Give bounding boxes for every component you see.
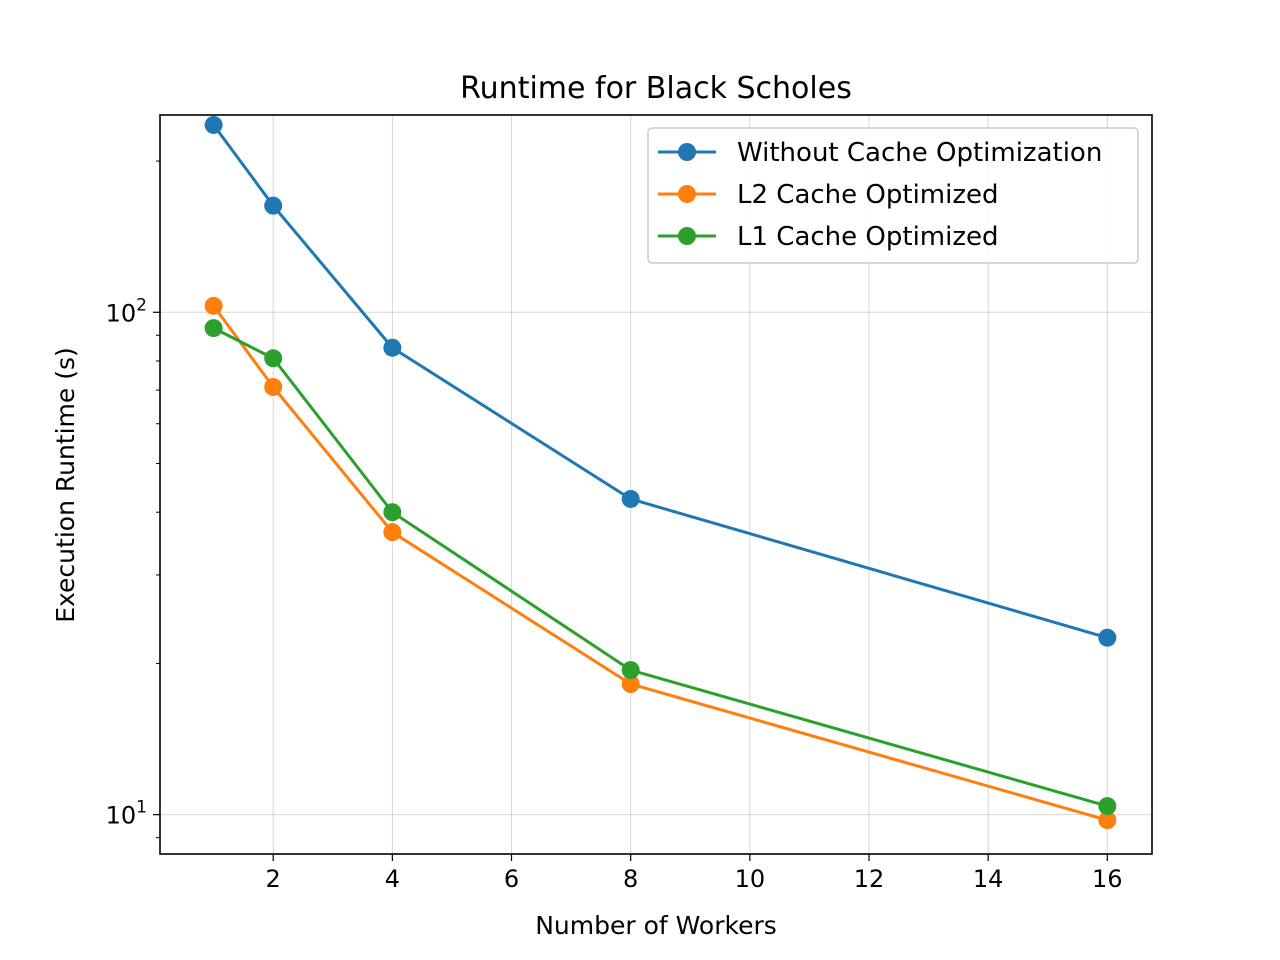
series-point-3	[264, 349, 283, 368]
legend-marker-2	[678, 185, 696, 203]
series-point-2	[1098, 811, 1117, 830]
x-tick-label: 4	[385, 865, 400, 893]
y-tick-label: 102	[106, 295, 147, 327]
plot-frame	[159, 114, 1153, 855]
series-point-1	[264, 196, 283, 215]
series-point-3	[383, 503, 402, 522]
series-point-1	[204, 115, 223, 134]
x-tick-label: 6	[504, 865, 519, 893]
y-tick-label-base: 10	[106, 802, 137, 830]
series-point-2	[383, 523, 402, 542]
chart-title: Runtime for Black Scholes	[460, 71, 852, 106]
legend-label-3: L1 Cache Optimized	[737, 222, 999, 252]
x-tick-label: 8	[623, 865, 638, 893]
legend: Without Cache Optimization L2 Cache Optim…	[647, 127, 1139, 264]
series-point-3	[621, 661, 640, 680]
legend-label-2: L2 Cache Optimized	[737, 180, 999, 210]
series-point-1	[1098, 628, 1117, 647]
y-axis-label: Execution Runtime (s)	[51, 347, 80, 623]
legend-marker-3	[678, 227, 696, 245]
x-tick-label: 10	[735, 865, 766, 893]
series-point-2	[264, 378, 283, 397]
x-axis-label: Number of Workers	[535, 911, 777, 940]
x-tick-label: 14	[973, 865, 1004, 893]
plot-series	[204, 115, 1117, 830]
y-tick-label-exponent: 2	[136, 295, 147, 315]
y-tick-label-base: 10	[106, 299, 137, 327]
x-tick-label: 2	[266, 865, 281, 893]
legend-label-1: Without Cache Optimization	[737, 138, 1102, 168]
series-point-2	[204, 296, 223, 315]
series-point-1	[621, 489, 640, 508]
series-point-2	[621, 675, 640, 694]
series-point-3	[204, 319, 223, 338]
y-tick-label: 101	[106, 798, 147, 830]
x-tick-label: 12	[854, 865, 885, 893]
series-point-3	[1098, 797, 1117, 816]
legend-marker-1	[678, 143, 696, 161]
legend-box	[647, 127, 1139, 264]
y-tick-label-exponent: 1	[136, 798, 147, 818]
x-tick-label: 16	[1092, 865, 1123, 893]
series-point-1	[383, 338, 402, 357]
